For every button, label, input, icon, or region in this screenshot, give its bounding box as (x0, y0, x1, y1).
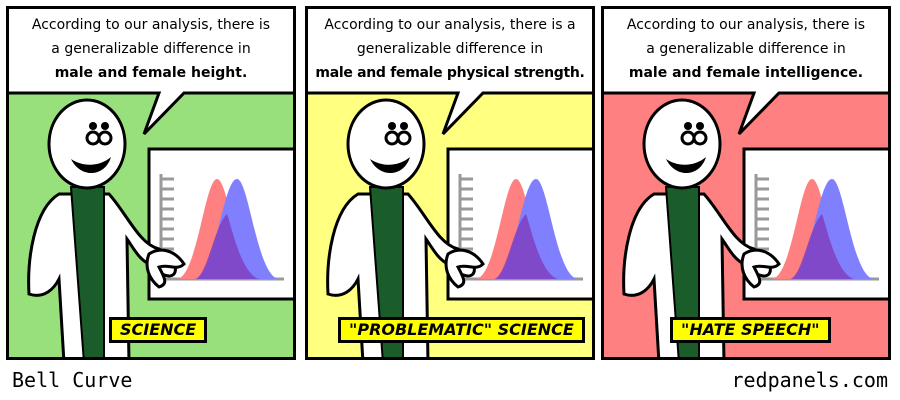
comic-panel-3: According to our analysis, there is a ge… (601, 6, 891, 360)
speech-text: According to our analysis, there is a ge… (314, 13, 586, 95)
head (47, 98, 127, 190)
comic-title: Bell Curve (12, 368, 133, 392)
pointing-hand (444, 248, 485, 289)
speech-line-2: a generalizable difference in (646, 41, 846, 57)
speech-bubble (9, 9, 293, 136)
caption-label: SCIENCE (109, 317, 208, 343)
glasses-icon (85, 130, 101, 146)
bell-curve-chart (446, 147, 592, 301)
pointing-hand (740, 248, 781, 289)
speech-text: According to our analysis, there is a ge… (15, 13, 287, 95)
overlap-area (195, 214, 259, 279)
smile (370, 157, 410, 174)
glasses-icon (384, 130, 400, 146)
speech-bubble (308, 9, 592, 136)
head (346, 98, 426, 190)
speech-line-1: According to our analysis, there is (31, 17, 271, 33)
smile (71, 157, 111, 174)
caption-label: "PROBLEMATIC" SCIENCE (338, 317, 585, 343)
comic-panel-2: According to our analysis, there is a ge… (305, 6, 595, 360)
glasses-icon (680, 130, 696, 146)
speech-line-2: generalizable difference in (356, 41, 544, 57)
scientist-figure (9, 9, 293, 357)
speech-line-3: male and female physical strength. (315, 65, 585, 81)
overlap-area (790, 214, 854, 279)
head (642, 98, 722, 190)
panel-3-scene (604, 9, 888, 357)
speech-line-3: male and female height. (54, 65, 248, 81)
speech-line-1: According to our analysis, there is (626, 17, 866, 33)
comic-panel-1: According to our analysis, there is a ge… (6, 6, 296, 360)
site-credit: redpanels.com (731, 368, 888, 392)
scientist-figure (604, 9, 888, 357)
speech-line-3: male and female intelligence. (628, 65, 864, 81)
scientist-figure (308, 9, 592, 357)
overlap-area (494, 214, 558, 279)
smile (666, 157, 706, 174)
speech-text: According to our analysis, there is a ge… (610, 13, 882, 95)
pointing-hand (145, 248, 186, 289)
panel-2-scene (308, 9, 592, 357)
panel-1-scene (9, 9, 293, 357)
caption-label: "HATE SPEECH" (670, 317, 831, 343)
speech-line-1: According to our analysis, there is a (324, 17, 576, 33)
speech-line-2: a generalizable difference in (51, 41, 251, 57)
speech-bubble (604, 9, 888, 136)
